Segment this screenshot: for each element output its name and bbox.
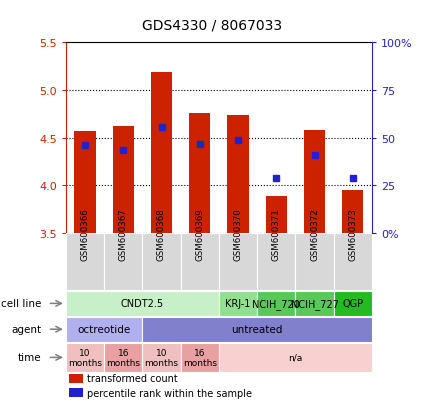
Bar <box>74 132 96 233</box>
Text: GSM600367: GSM600367 <box>119 208 128 261</box>
Text: agent: agent <box>11 325 41 335</box>
Bar <box>151 73 172 233</box>
Text: 10
months: 10 months <box>144 348 178 367</box>
Bar <box>342 190 363 233</box>
Text: QGP: QGP <box>342 299 363 309</box>
Text: 10
months: 10 months <box>68 348 102 367</box>
Text: KRJ-1: KRJ-1 <box>225 299 251 309</box>
Text: GSM600368: GSM600368 <box>157 208 166 261</box>
Text: NCIH_720: NCIH_720 <box>252 298 300 309</box>
Bar <box>66 291 219 316</box>
Bar <box>113 127 134 233</box>
Bar <box>189 114 210 233</box>
Bar <box>181 233 219 291</box>
Bar <box>69 374 83 383</box>
Text: GSM600371: GSM600371 <box>272 208 281 261</box>
Text: CNDT2.5: CNDT2.5 <box>121 299 164 309</box>
Bar <box>142 233 181 291</box>
Bar <box>142 343 181 372</box>
Bar <box>295 291 334 316</box>
Bar <box>219 233 257 291</box>
Text: GSM600370: GSM600370 <box>233 208 243 261</box>
Bar <box>227 116 249 233</box>
Bar <box>266 196 287 233</box>
Bar <box>104 343 142 372</box>
Bar <box>304 131 325 233</box>
Bar <box>69 388 83 398</box>
Text: untreated: untreated <box>232 325 283 335</box>
Text: 16
months: 16 months <box>106 348 140 367</box>
Bar <box>257 291 295 316</box>
Bar <box>257 233 295 291</box>
Bar <box>66 343 104 372</box>
Text: GDS4330 / 8067033: GDS4330 / 8067033 <box>142 19 283 33</box>
Bar <box>219 343 372 372</box>
Text: GSM600369: GSM600369 <box>195 208 204 261</box>
Bar <box>219 291 257 316</box>
Bar <box>104 233 142 291</box>
Text: transformed count: transformed count <box>87 373 177 383</box>
Bar <box>142 317 372 342</box>
Bar <box>334 233 372 291</box>
Bar <box>181 343 219 372</box>
Text: NCIH_727: NCIH_727 <box>291 298 338 309</box>
Bar <box>66 233 104 291</box>
Text: octreotide: octreotide <box>77 325 131 335</box>
Text: n/a: n/a <box>288 353 303 362</box>
Text: GSM600366: GSM600366 <box>80 208 90 261</box>
Text: GSM600372: GSM600372 <box>310 208 319 261</box>
Text: GSM600373: GSM600373 <box>348 208 357 261</box>
Bar <box>295 233 334 291</box>
Text: cell line: cell line <box>1 299 41 309</box>
Bar <box>334 291 372 316</box>
Text: percentile rank within the sample: percentile rank within the sample <box>87 388 252 398</box>
Bar <box>66 317 142 342</box>
Text: time: time <box>18 353 41 363</box>
Text: 16
months: 16 months <box>183 348 217 367</box>
